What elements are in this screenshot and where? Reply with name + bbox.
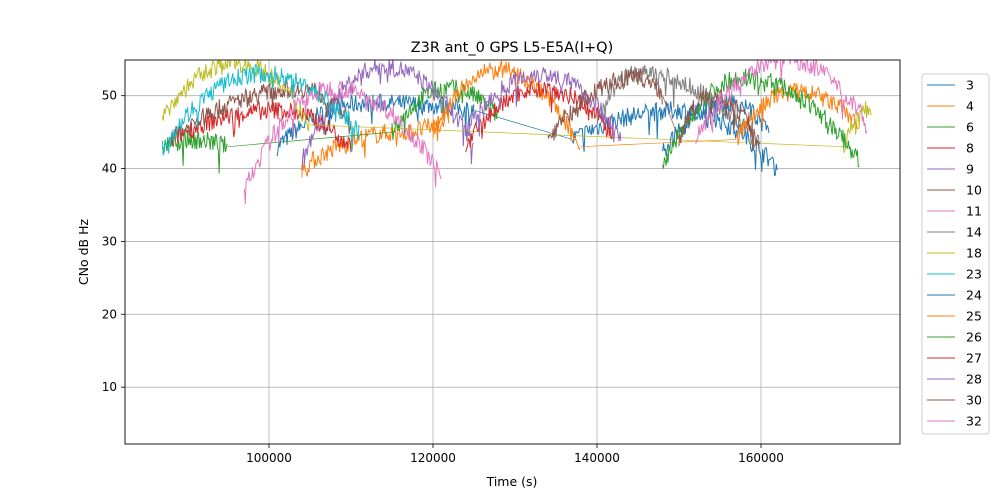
axis-ticks: 100000 120000 140000 160000 10 20 30 40 50 bbox=[102, 89, 784, 465]
series-4 bbox=[301, 108, 450, 178]
series-10-pass bbox=[170, 79, 352, 147]
legend-label: 6 bbox=[966, 120, 974, 135]
legend-label: 27 bbox=[966, 351, 982, 366]
x-tick-label: 160000 bbox=[738, 451, 784, 465]
legend-label: 11 bbox=[966, 204, 982, 219]
legend-label: 23 bbox=[966, 267, 982, 282]
series-11 bbox=[243, 81, 442, 205]
series-4-pass bbox=[301, 108, 450, 178]
x-axis-label: Time (s) bbox=[486, 474, 538, 489]
x-tick-label: 100000 bbox=[246, 451, 292, 465]
series-6-pass bbox=[391, 78, 499, 140]
legend-label: 10 bbox=[966, 183, 982, 198]
legend-item: 26 bbox=[927, 330, 982, 345]
legend-label: 30 bbox=[966, 393, 982, 408]
legend-label: 32 bbox=[966, 414, 982, 429]
legend-item: 3 bbox=[927, 78, 974, 93]
legend-label: 9 bbox=[966, 162, 974, 177]
legend-item: 11 bbox=[927, 204, 982, 219]
legend-item: 30 bbox=[927, 393, 982, 408]
series-18-pass bbox=[842, 101, 872, 154]
series-32-pass bbox=[695, 60, 868, 144]
series-28 bbox=[465, 67, 622, 143]
legend-item: 32 bbox=[927, 414, 982, 429]
y-tick-label: 50 bbox=[102, 89, 117, 103]
legend-item: 18 bbox=[927, 246, 982, 261]
series-28-pass bbox=[465, 67, 622, 143]
legend-item: 4 bbox=[927, 99, 974, 114]
series-18-pass bbox=[161, 60, 310, 132]
legend: 3 4 6 8 9 10 11 14 18 23 24 25 26 27 28 30 32 bbox=[921, 73, 990, 435]
y-tick-label: 10 bbox=[102, 380, 117, 394]
y-tick-label: 30 bbox=[102, 234, 117, 248]
legend-item: 9 bbox=[927, 162, 974, 177]
legend-label: 14 bbox=[966, 225, 982, 240]
series-27 bbox=[465, 79, 614, 153]
y-axis-label: CNo dB Hz bbox=[76, 218, 91, 285]
legend-label: 18 bbox=[966, 246, 982, 261]
legend-label: 24 bbox=[966, 288, 982, 303]
series-30-pass bbox=[547, 68, 663, 141]
series-11-pass bbox=[243, 81, 442, 205]
series-30-gap-connector bbox=[662, 95, 680, 140]
series-25-pass bbox=[432, 60, 581, 151]
chart-title: Z3R ant_0 GPS L5-E5A(I+Q) bbox=[411, 40, 613, 56]
legend-item: 6 bbox=[927, 120, 974, 135]
x-tick-label: 120000 bbox=[410, 451, 456, 465]
axes-frame bbox=[124, 59, 901, 445]
series-18 bbox=[161, 60, 872, 154]
legend-label: 26 bbox=[966, 330, 982, 345]
series-lines bbox=[161, 60, 872, 205]
legend-label: 4 bbox=[966, 99, 974, 114]
legend-item: 23 bbox=[927, 267, 982, 282]
legend-label: 28 bbox=[966, 372, 982, 387]
legend-item: 14 bbox=[927, 225, 982, 240]
legend-item: 10 bbox=[927, 183, 982, 198]
y-tick-label: 20 bbox=[102, 307, 117, 321]
series-23 bbox=[161, 63, 360, 157]
legend-label: 3 bbox=[966, 78, 974, 93]
legend-item: 27 bbox=[927, 351, 982, 366]
legend-item: 24 bbox=[927, 288, 982, 303]
legend-label: 8 bbox=[966, 141, 974, 156]
series-25-pass bbox=[735, 82, 860, 146]
series-25 bbox=[432, 60, 860, 151]
series-32 bbox=[695, 60, 868, 144]
series-6-pass bbox=[161, 129, 228, 174]
series-18-gap-connector bbox=[309, 124, 844, 148]
series-23-pass bbox=[161, 63, 360, 157]
series-10 bbox=[170, 79, 352, 147]
x-tick-label: 140000 bbox=[574, 451, 620, 465]
legend-item: 8 bbox=[927, 141, 974, 156]
legend-item: 28 bbox=[927, 372, 982, 387]
series-25-gap-connector bbox=[580, 139, 737, 148]
legend-item: 25 bbox=[927, 309, 982, 324]
series-27-pass bbox=[465, 79, 614, 153]
y-tick-label: 40 bbox=[102, 162, 117, 176]
legend-label: 25 bbox=[966, 309, 982, 324]
